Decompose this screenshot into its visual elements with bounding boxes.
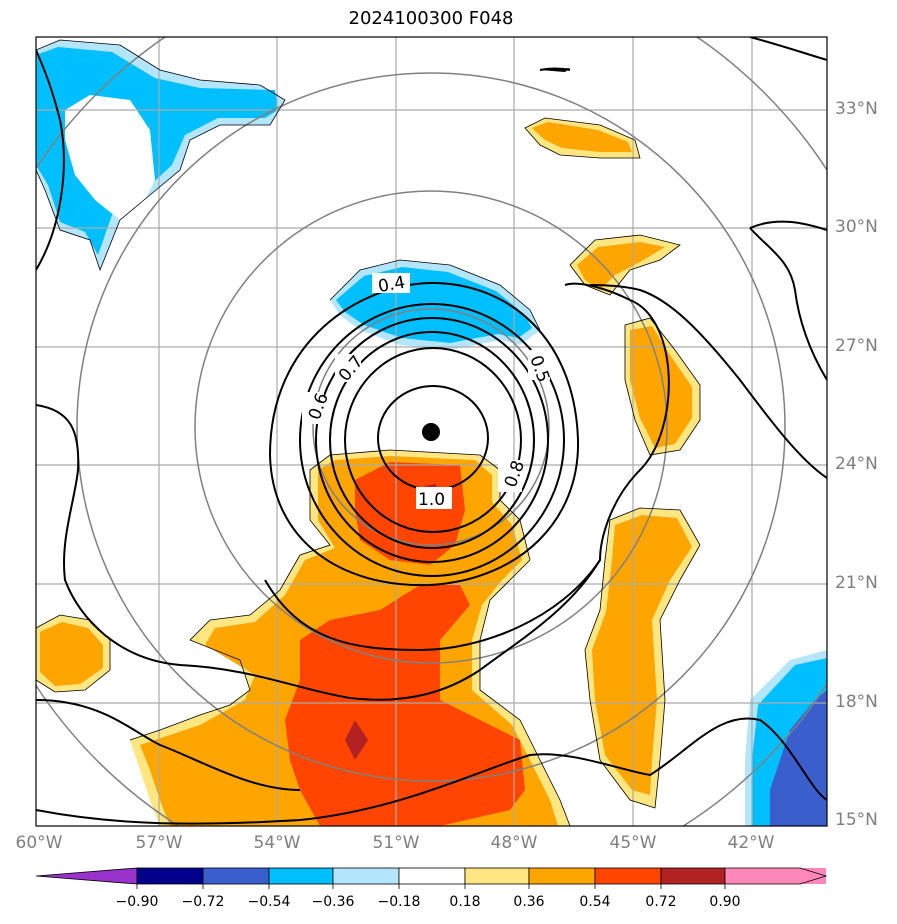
shading-outlines <box>36 39 701 826</box>
colorbar-tick-label: 0.54 <box>579 894 611 910</box>
colorbar-tick-label: −0.18 <box>377 894 421 910</box>
colorbar-tick-label: 0.90 <box>709 894 741 910</box>
colorbar-tick-label: −0.36 <box>311 894 355 910</box>
lat-label-30n: 30°N <box>835 217 878 237</box>
colorbar-tick-label: 0.72 <box>645 894 677 910</box>
contour-label-1.0: 1.0 <box>418 490 445 510</box>
contour-label-0.4: 0.4 <box>377 273 407 297</box>
lat-label-21n: 21°N <box>835 573 878 593</box>
lat-label-27n: 27°N <box>835 336 878 356</box>
colorbar-tick-label: −0.90 <box>115 894 159 910</box>
lon-label-57w: 57°W <box>135 833 183 853</box>
colorbar-tick-label: −0.54 <box>247 894 291 910</box>
map-frame <box>35 36 828 827</box>
range-rings <box>36 37 827 826</box>
storm-center-marker <box>422 423 440 441</box>
colorbar <box>35 867 828 889</box>
lon-label-54w: 54°W <box>253 833 301 853</box>
lon-label-51w: 51°W <box>372 833 420 853</box>
colorbar-tick-label: 0.36 <box>513 894 545 910</box>
colorbar-tick-label: −0.72 <box>181 894 225 910</box>
lon-label-45w: 45°W <box>609 833 657 853</box>
lat-label-24n: 24°N <box>835 454 878 474</box>
lat-label-15n: 15°N <box>835 810 878 830</box>
negative-anomaly-fill <box>36 40 827 826</box>
chart-title: 2024100300 F048 <box>348 8 514 29</box>
lon-label-48w: 48°W <box>490 833 538 853</box>
lon-label-42w: 42°W <box>727 833 775 853</box>
lat-label-18n: 18°N <box>835 692 878 712</box>
colorbar-tick-label: 0.18 <box>449 894 481 910</box>
lon-label-60w: 60°W <box>15 833 63 853</box>
lat-label-33n: 33°N <box>835 99 878 119</box>
